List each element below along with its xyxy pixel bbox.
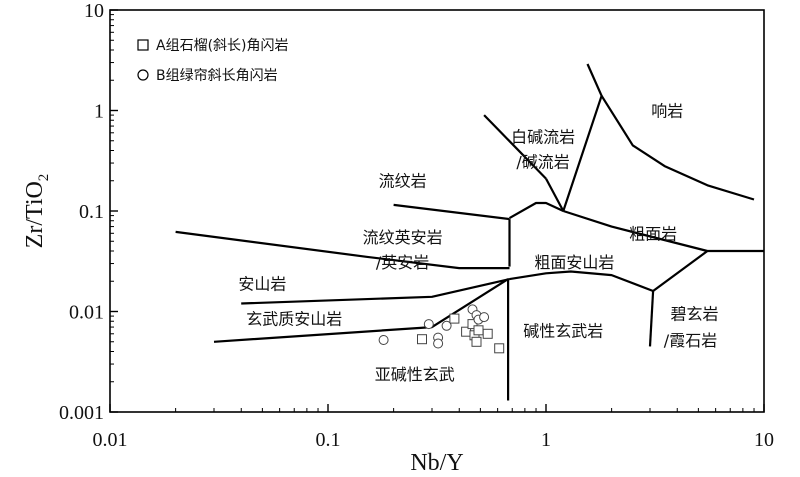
field-boundary-8 — [562, 209, 764, 253]
field-label: 响岩 — [651, 102, 683, 121]
point-group-b — [479, 312, 490, 323]
x-tick-label: 0.01 — [93, 429, 128, 451]
legend-circle-marker — [137, 69, 149, 81]
field-boundary-7 — [175, 230, 510, 270]
point-group-a — [449, 313, 460, 324]
field-boundary-9 — [509, 250, 709, 293]
point-group-a — [494, 343, 505, 354]
x-tick-label: 0.1 — [316, 429, 341, 451]
y-axis-title-main: Zr/TiO — [22, 181, 48, 248]
y-axis-title: Zr/TiO2 — [22, 174, 52, 249]
point-group-b — [423, 319, 434, 330]
x-axis-title: Nb/Y — [410, 450, 463, 473]
field-label: 流纹岩 — [379, 172, 427, 191]
field-boundary-4 — [508, 201, 564, 220]
y-tick-label: 0.1 — [79, 201, 104, 223]
y-axis-title-subscript: 2 — [36, 174, 52, 182]
field-label: 玄武质安山岩 — [246, 310, 342, 329]
legend-entry-a: A组石榴(斜长)角闪岩 — [156, 38, 289, 54]
field-boundaries — [175, 63, 764, 401]
field-boundary-2 — [483, 114, 547, 180]
field-label: 亚碱性玄武 — [375, 365, 455, 384]
legend-entry-b: B组绿帘斜长角闪岩 — [156, 68, 278, 84]
y-tick-label: 0.001 — [59, 402, 104, 424]
field-boundary-3 — [545, 178, 565, 212]
x-tick-label: 1 — [541, 429, 551, 451]
field-label: /英安岩 — [376, 253, 429, 272]
x-tick-label: 10 — [754, 429, 774, 451]
y-tick-label: 1 — [94, 101, 104, 123]
field-label: 安山岩 — [238, 275, 286, 294]
point-group-b — [433, 338, 444, 349]
field-label: 碱性玄武岩 — [523, 321, 603, 340]
field-boundary-5 — [393, 203, 510, 221]
point-group-a — [482, 328, 493, 339]
legend: A组石榴(斜长)角闪岩 B组绿帘斜长角闪岩 — [137, 38, 289, 84]
legend-square-marker — [137, 39, 149, 51]
field-boundary-1 — [600, 95, 755, 201]
field-label: 粗面安山岩 — [534, 253, 614, 272]
field-label: 白碱流岩 — [511, 128, 575, 147]
field-label: 碧玄岩 — [670, 305, 718, 324]
axis-ticks: 0.01 0.1 1 10 0.001 0.01 0.1 1 10 — [59, 0, 774, 451]
point-group-b — [441, 320, 452, 331]
field-label: /霞石岩 — [664, 331, 717, 350]
point-group-a — [473, 325, 484, 336]
sample-points — [378, 304, 505, 354]
point-group-a — [471, 336, 482, 347]
field-label: 粗面岩 — [629, 224, 677, 243]
field-boundary-13 — [648, 290, 655, 347]
field-label: 流纹英安岩 — [363, 228, 443, 247]
field-label: /碱流岩 — [516, 153, 569, 172]
field-boundary-10 — [241, 278, 510, 305]
y-tick-label: 10 — [84, 0, 104, 22]
point-group-b — [378, 335, 389, 345]
point-group-a — [417, 334, 427, 345]
y-tick-label: 0.01 — [69, 302, 104, 324]
